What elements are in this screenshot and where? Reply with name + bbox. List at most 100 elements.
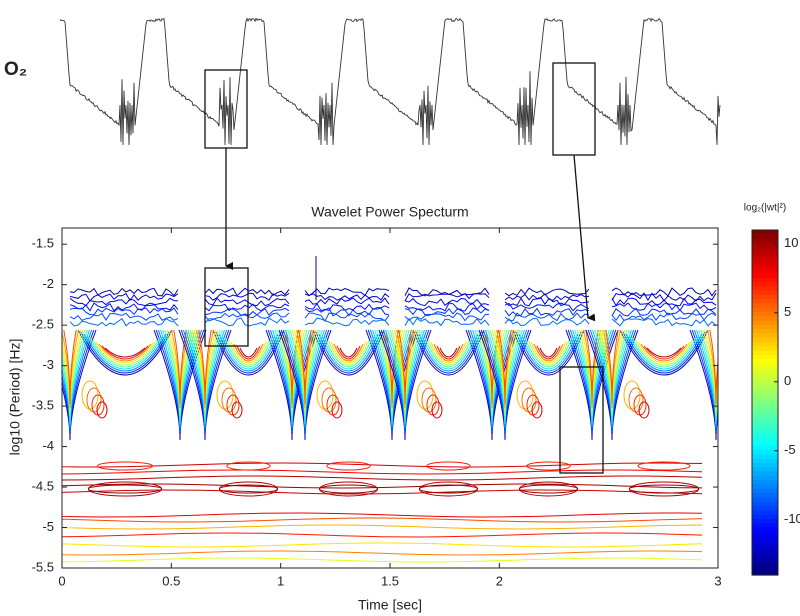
- x-tick-label: 0: [58, 573, 65, 588]
- contour-line: [531, 401, 543, 419]
- colorbar-cell: [752, 333, 778, 339]
- contour-line: [515, 331, 582, 374]
- contour-line: [433, 343, 464, 362]
- colorbar-cell: [752, 273, 778, 279]
- contour-line: [239, 347, 258, 358]
- contour-line: [212, 329, 285, 376]
- contour-line: [585, 329, 639, 441]
- contour-line: [611, 297, 717, 307]
- contour-line: [519, 484, 578, 494]
- contour-line: [516, 380, 534, 410]
- contour-line: [69, 307, 179, 316]
- chart-title: Wavelet Power Specturm: [311, 204, 468, 220]
- x-axis-label: Time [sec]: [358, 597, 422, 613]
- contour-line: [233, 343, 264, 362]
- x-tick-label: 3: [714, 573, 721, 588]
- colorbar: 10 5 0 -5 -10: [751, 229, 800, 576]
- colorbar-cell: [752, 501, 778, 507]
- contour-line: [605, 329, 619, 405]
- contour-line: [224, 337, 273, 368]
- contour-line: [62, 475, 703, 481]
- contour-line: [521, 387, 537, 413]
- contour-line: [504, 312, 590, 322]
- colorbar-cell: [752, 260, 778, 266]
- colorbar-tick-label: 0: [784, 373, 791, 388]
- contour-line: [611, 302, 717, 312]
- contour-line: [491, 329, 519, 417]
- colorbar-cell: [752, 424, 778, 429]
- contour-line: [95, 341, 155, 364]
- contour-line: [173, 329, 187, 405]
- contour-line: [426, 461, 471, 471]
- contour-line: [69, 292, 179, 302]
- y-tick-label: -5.5: [32, 559, 54, 574]
- colorbar-cell: [752, 536, 778, 542]
- contour-line: [628, 484, 700, 494]
- contour-line: [496, 329, 514, 409]
- colorbar-cell: [752, 480, 778, 486]
- contour-line: [171, 329, 189, 409]
- colorbar-cell: [752, 393, 778, 399]
- colorbar-cell: [752, 320, 778, 326]
- contour-line: [166, 329, 194, 417]
- contour-line: [418, 333, 479, 372]
- contour-line: [430, 341, 467, 364]
- colorbar-cell: [752, 441, 778, 447]
- y-tick-label: -2: [42, 276, 54, 291]
- colorbar-cell: [752, 299, 778, 304]
- contour-line: [404, 317, 490, 327]
- contour-line: [296, 329, 314, 409]
- colorbar-cell: [752, 329, 778, 335]
- colorbar-cell: [752, 570, 778, 576]
- contour-line: [180, 329, 230, 437]
- contour-line: [219, 484, 278, 494]
- colorbar-cell: [752, 277, 778, 283]
- contour-line: [265, 329, 319, 441]
- contour-line: [98, 343, 152, 362]
- y-axis-label: log10 (Period) [Hz]: [7, 339, 23, 456]
- contour-line: [589, 329, 635, 433]
- contour-line: [293, 329, 317, 413]
- colorbar-cell: [752, 242, 778, 248]
- contour-line: [404, 307, 490, 316]
- colorbar-cell: [752, 346, 778, 352]
- contour-line: [236, 345, 261, 360]
- contour-line: [62, 512, 703, 518]
- contour-line: [62, 329, 86, 421]
- contour-line: [62, 329, 93, 433]
- colorbar-frame: [751, 229, 779, 576]
- contour-line: [691, 329, 718, 437]
- contour-line: [230, 341, 267, 364]
- contour-line: [62, 462, 703, 468]
- colorbar-cell: [752, 510, 778, 516]
- box: [552, 62, 596, 156]
- x-tick-label: 0.5: [162, 573, 180, 588]
- contour-line: [304, 317, 390, 327]
- contour-line: [104, 347, 146, 358]
- contour-line: [625, 333, 703, 372]
- contour-line: [304, 297, 390, 305]
- contour-line: [97, 461, 153, 471]
- contour-line: [204, 317, 290, 327]
- contour-line: [160, 329, 200, 429]
- contour-line: [539, 347, 558, 358]
- contour-line: [643, 345, 685, 360]
- contour-line: [504, 302, 590, 312]
- colorbar-cell: [752, 311, 778, 317]
- box: [559, 366, 604, 474]
- contour-line: [622, 331, 706, 374]
- colorbar-cell: [752, 449, 778, 455]
- colorbar-cell: [752, 566, 778, 572]
- contour-line: [291, 329, 319, 417]
- contour-line: [387, 329, 423, 425]
- contour-line: [304, 307, 390, 317]
- arrow: [573, 154, 596, 322]
- contour-line: [628, 481, 700, 497]
- contour-line: [189, 329, 221, 421]
- colorbar-cell: [752, 238, 778, 244]
- contour-line: [62, 524, 703, 530]
- contour-line: [393, 329, 417, 413]
- contour-line: [319, 484, 378, 494]
- contour-line: [204, 287, 290, 297]
- colorbar-cell: [752, 402, 778, 408]
